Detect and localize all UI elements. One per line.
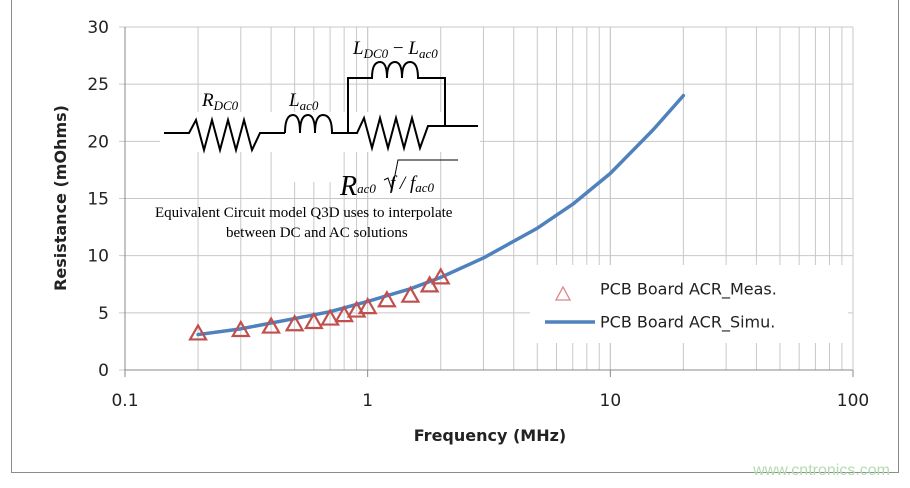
meas-data-point bbox=[320, 308, 340, 326]
y-tick-label: 5 bbox=[98, 304, 109, 324]
sqrt-symbol bbox=[383, 159, 458, 192]
caption-line1: Equivalent Circuit model Q3D uses to int… bbox=[155, 205, 453, 221]
y-tick-label: 0 bbox=[98, 361, 109, 381]
legend-background bbox=[530, 265, 848, 343]
resistor-rdc0 bbox=[164, 116, 285, 154]
label-rdc0: RDC0 bbox=[201, 90, 239, 113]
legend-triangle-icon bbox=[554, 285, 572, 301]
meas-data-point bbox=[261, 316, 281, 334]
label-rac0-sqrt: Rac0 f / fac0 bbox=[339, 171, 435, 202]
meas-data-point bbox=[334, 304, 355, 323]
inductor-ldc0-lac0 bbox=[347, 60, 446, 133]
tick-labels: 0 5 10 15 20 25 30 0.1 1 10 100 bbox=[87, 18, 869, 411]
chart-frame bbox=[11, 0, 899, 473]
y-tick-label: 25 bbox=[87, 75, 109, 95]
watermark: www.cntronics.com bbox=[753, 462, 890, 479]
y-axis-label: Resistance (mOhms) bbox=[51, 105, 70, 291]
y-tick-label: 20 bbox=[87, 132, 109, 152]
inductor-lac0 bbox=[284, 113, 348, 134]
meas-data-point bbox=[400, 285, 421, 303]
resistor-rac0 bbox=[348, 114, 478, 152]
meas-data-point bbox=[430, 267, 451, 285]
meas-data-point bbox=[376, 290, 397, 308]
meas-data-point bbox=[230, 319, 251, 338]
legend: PCB Board ACR_Meas. PCB Board ACR_Simu. bbox=[530, 265, 848, 343]
label-ldc0-minus-lac0: LDC0 − Lac0 bbox=[352, 38, 438, 61]
axes bbox=[124, 27, 854, 377]
x-tick-label: 1 bbox=[362, 391, 373, 411]
meas-data-point bbox=[357, 296, 378, 315]
meas-data-point bbox=[188, 323, 208, 341]
simu-series-line bbox=[196, 93, 686, 337]
x-tick-label: 100 bbox=[837, 391, 869, 411]
label-lac0: Lac0 bbox=[288, 90, 319, 113]
x-tick-label: 0.1 bbox=[111, 391, 138, 411]
series-layer bbox=[188, 93, 686, 341]
meas-data-point bbox=[284, 314, 305, 332]
y-tick-label: 30 bbox=[87, 18, 109, 38]
legend-meas: PCB Board ACR_Meas. bbox=[600, 280, 777, 300]
equivalent-circuit: RDC0 Lac0 LDC0 − Lac0 Rac0 f / fac0 Equiv… bbox=[155, 38, 480, 241]
meas-data-point bbox=[303, 311, 324, 330]
y-tick-label: 10 bbox=[87, 247, 109, 267]
x-axis-label: Frequency (MHz) bbox=[414, 426, 566, 445]
y-tick-label: 15 bbox=[87, 190, 109, 210]
legend-simu: PCB Board ACR_Simu. bbox=[600, 313, 775, 333]
caption-line2: between DC and AC solutions bbox=[226, 225, 408, 241]
x-tick-label: 10 bbox=[600, 391, 622, 411]
